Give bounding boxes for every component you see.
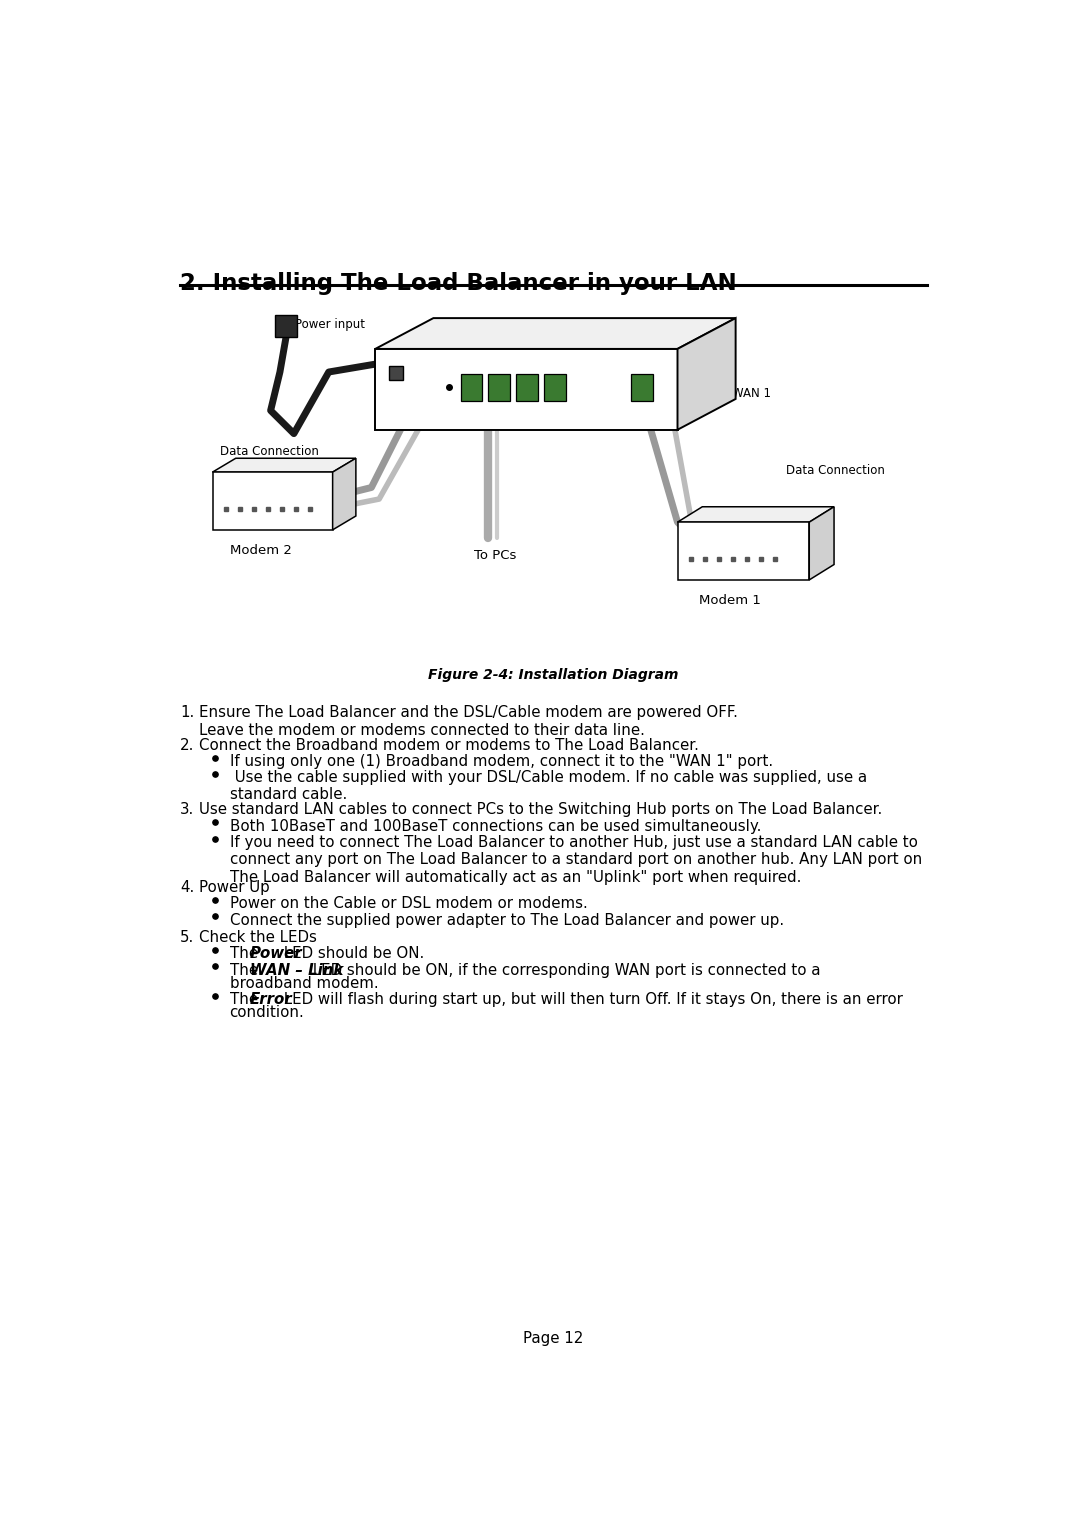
Text: The: The <box>230 992 262 1007</box>
Text: Check the LEDs: Check the LEDs <box>200 931 318 946</box>
Text: The: The <box>230 963 262 978</box>
Bar <box>488 373 510 402</box>
Text: Power on the Cable or DSL modem or modems.: Power on the Cable or DSL modem or modem… <box>230 897 588 911</box>
Text: Data Connection: Data Connection <box>220 445 319 458</box>
Bar <box>460 373 482 402</box>
Polygon shape <box>809 507 834 581</box>
Polygon shape <box>677 318 735 429</box>
Text: Use standard LAN cables to connect PCs to the Switching Hub ports on The Load Ba: Use standard LAN cables to connect PCs t… <box>200 802 882 817</box>
Text: Figure 2-4: Installation Diagram: Figure 2-4: Installation Diagram <box>429 668 678 683</box>
Text: Data Connection: Data Connection <box>786 465 885 477</box>
Text: Modem 2: Modem 2 <box>230 544 292 556</box>
Polygon shape <box>213 472 333 530</box>
Text: To PCs: To PCs <box>474 549 516 562</box>
Text: LED should be ON.: LED should be ON. <box>279 946 424 961</box>
Text: Use the cable supplied with your DSL/Cable modem. If no cable was supplied, use : Use the cable supplied with your DSL/Cab… <box>230 770 866 802</box>
Text: The: The <box>230 946 262 961</box>
Text: 1.: 1. <box>180 706 194 720</box>
Text: Ensure The Load Balancer and the DSL/Cable modem are powered OFF.
Leave the mode: Ensure The Load Balancer and the DSL/Cab… <box>200 706 739 738</box>
Text: WAN 2: WAN 2 <box>387 354 426 368</box>
Text: Connect the Broadband modem or modems to The Load Balancer.: Connect the Broadband modem or modems to… <box>200 738 699 753</box>
Text: WAN – Link: WAN – Link <box>249 963 343 978</box>
Text: WAN 1: WAN 1 <box>732 388 771 400</box>
Text: If you need to connect The Load Balancer to another Hub, just use a standard LAN: If you need to connect The Load Balancer… <box>230 834 922 885</box>
Text: Power Up: Power Up <box>200 880 270 895</box>
Bar <box>631 373 652 402</box>
Text: Power input: Power input <box>296 318 365 332</box>
Text: Page 12: Page 12 <box>524 1331 583 1346</box>
Text: LED should be ON, if the corresponding WAN port is connected to a: LED should be ON, if the corresponding W… <box>308 963 821 978</box>
Bar <box>275 315 297 336</box>
Text: 4.: 4. <box>180 880 194 895</box>
Polygon shape <box>375 318 735 348</box>
Polygon shape <box>213 458 356 472</box>
Text: 5.: 5. <box>180 931 194 946</box>
Polygon shape <box>333 458 356 530</box>
Bar <box>389 365 403 380</box>
Polygon shape <box>677 507 834 523</box>
Bar <box>516 373 538 402</box>
Text: Connect the supplied power adapter to The Load Balancer and power up.: Connect the supplied power adapter to Th… <box>230 912 784 927</box>
Text: If using only one (1) Broadband modem, connect it to the "WAN 1" port.: If using only one (1) Broadband modem, c… <box>230 753 772 769</box>
Polygon shape <box>677 523 809 581</box>
Text: Both 10BaseT and 100BaseT connections can be used simultaneously.: Both 10BaseT and 100BaseT connections ca… <box>230 819 761 834</box>
Text: condition.: condition. <box>230 1005 305 1021</box>
Polygon shape <box>375 348 677 429</box>
Text: Modem 1: Modem 1 <box>699 594 761 607</box>
Text: LED will flash during start up, but will then turn Off. If it stays On, there is: LED will flash during start up, but will… <box>279 992 903 1007</box>
Text: broadband modem.: broadband modem. <box>230 976 378 990</box>
Bar <box>544 373 566 402</box>
Text: 3.: 3. <box>180 802 194 817</box>
Text: Error: Error <box>249 992 293 1007</box>
Text: 2. Installing The Load Balancer in your LAN: 2. Installing The Load Balancer in your … <box>180 272 737 295</box>
Text: Power: Power <box>249 946 302 961</box>
Text: 2.: 2. <box>180 738 194 753</box>
